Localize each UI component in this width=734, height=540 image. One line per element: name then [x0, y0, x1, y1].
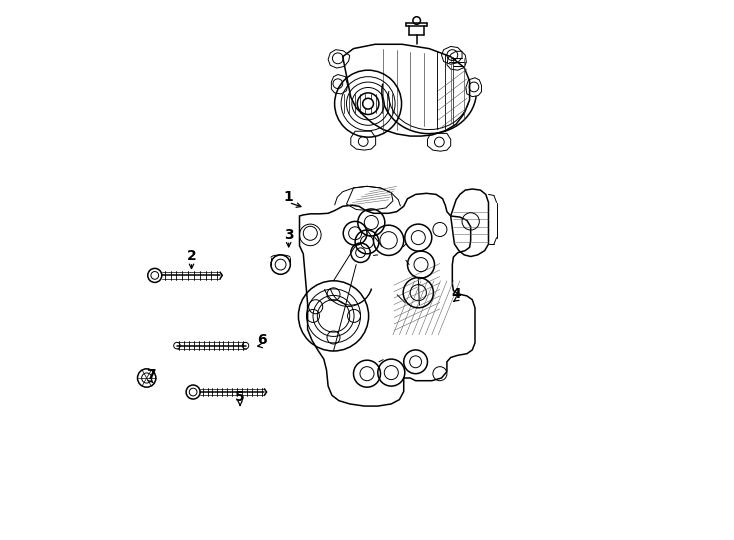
Text: 2: 2 — [186, 249, 197, 264]
Circle shape — [363, 98, 374, 109]
Text: 5: 5 — [235, 390, 245, 404]
Text: 1: 1 — [284, 190, 294, 204]
Text: 4: 4 — [451, 287, 461, 301]
Text: 6: 6 — [257, 333, 266, 347]
Text: 3: 3 — [284, 228, 294, 242]
Text: 7: 7 — [146, 368, 156, 382]
